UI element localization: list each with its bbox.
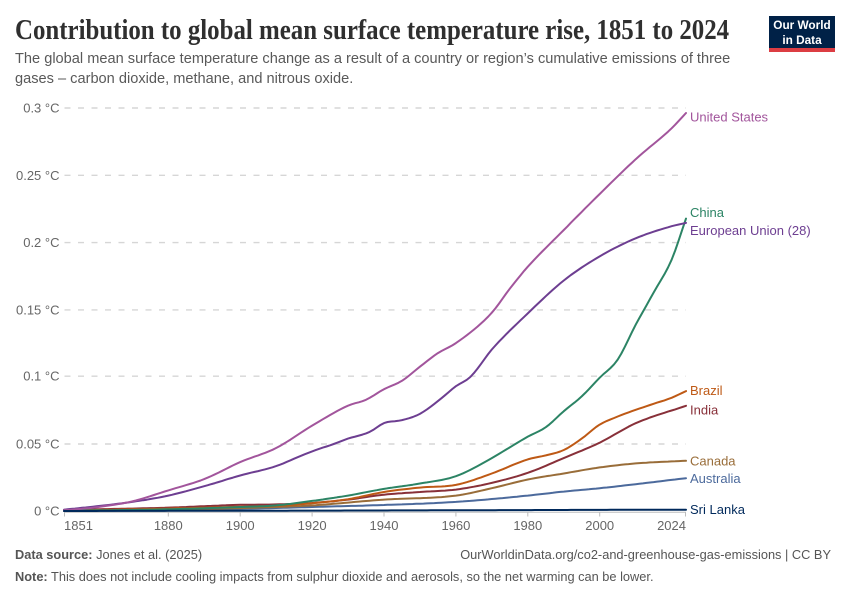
svg-text:0.05 °C: 0.05 °C (16, 437, 60, 452)
svg-text:United States: United States (690, 110, 769, 125)
svg-text:1851: 1851 (64, 518, 93, 533)
svg-text:1900: 1900 (226, 518, 255, 533)
svg-text:2000: 2000 (585, 518, 614, 533)
svg-text:0 °C: 0 °C (34, 504, 59, 519)
svg-text:India: India (690, 403, 719, 418)
svg-text:China: China (690, 205, 725, 220)
svg-text:1920: 1920 (298, 518, 327, 533)
svg-text:0.3 °C: 0.3 °C (23, 101, 59, 116)
svg-text:0.15 °C: 0.15 °C (16, 302, 60, 317)
svg-text:1980: 1980 (513, 518, 542, 533)
svg-text:Canada: Canada (690, 454, 736, 469)
svg-text:0.2 °C: 0.2 °C (23, 235, 59, 250)
svg-text:Australia: Australia (690, 471, 741, 486)
svg-text:1940: 1940 (370, 518, 399, 533)
svg-text:1960: 1960 (441, 518, 470, 533)
svg-text:0.1 °C: 0.1 °C (23, 369, 59, 384)
svg-text:1880: 1880 (154, 518, 183, 533)
svg-text:Brazil: Brazil (690, 383, 723, 398)
svg-text:2024: 2024 (657, 518, 686, 533)
svg-text:European Union (28): European Union (28) (690, 223, 811, 238)
svg-text:Sri Lanka: Sri Lanka (690, 502, 746, 517)
svg-text:0.25 °C: 0.25 °C (16, 168, 60, 183)
